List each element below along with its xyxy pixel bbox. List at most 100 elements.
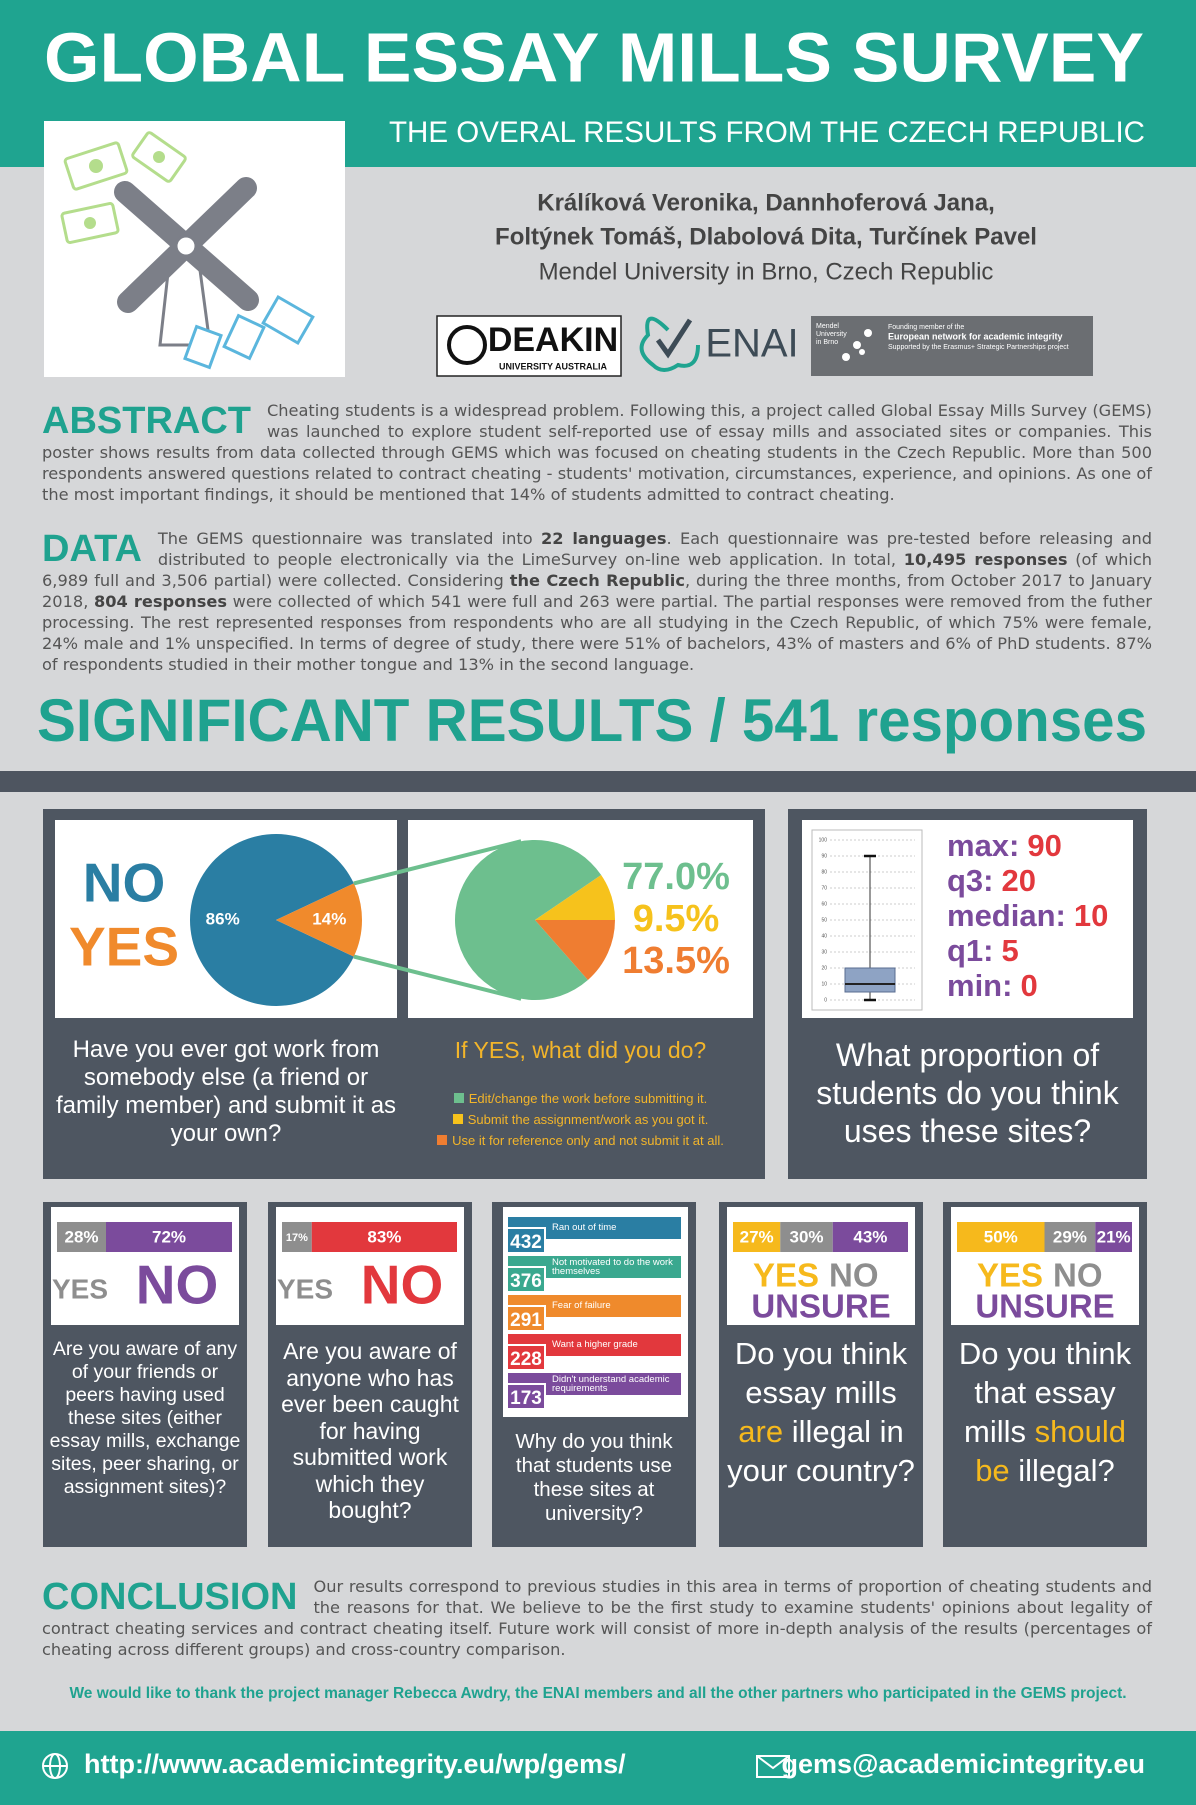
- box: [844, 967, 896, 993]
- body-text: Cheating students is a widespread proble…: [42, 401, 1152, 504]
- connector: [353, 839, 522, 886]
- enai-emblem: [639, 316, 700, 372]
- legend-swatch: [453, 1093, 464, 1103]
- stat-value: 0: [1020, 968, 1037, 1003]
- bar-segment: [57, 1222, 106, 1252]
- reason-count: 432: [506, 1227, 546, 1254]
- stat-value: 5: [1002, 933, 1019, 968]
- bold-text: the Czech Republic: [509, 571, 685, 590]
- answer: NO: [136, 1254, 219, 1316]
- bar-label: 27%: [740, 1227, 774, 1246]
- pie-slice: [189, 833, 354, 1006]
- pie-value: 13.5%: [622, 940, 730, 982]
- section-heading: ABSTRACT: [42, 400, 251, 442]
- question-text: Do you think that essay mills: [958, 1336, 1132, 1449]
- bar-label: 72%: [152, 1227, 186, 1246]
- body-text: Our results correspond to previous studi…: [42, 1577, 1152, 1659]
- footer-url: http://www.academicintegrity.eu/wp/gems/: [84, 1749, 626, 1779]
- answer: YES: [52, 1273, 108, 1304]
- results-heading: SIGNIFICANT RESULTS / 541 responses: [37, 687, 1147, 754]
- pie-slice: [276, 883, 362, 957]
- bar-label: 21%: [1097, 1227, 1131, 1246]
- divider-band: [0, 771, 1196, 792]
- pie-label: 14%: [312, 909, 346, 928]
- footer-email: gems@academicintegrity.eu: [782, 1749, 1145, 1779]
- y-tick-label: 90: [821, 853, 827, 859]
- reason-bar: Ran out of time: [508, 1217, 681, 1239]
- highlight: should be: [975, 1414, 1126, 1488]
- stat-label: min:: [947, 968, 1012, 1003]
- y-tick-label: 20: [821, 965, 827, 971]
- question: Have you ever got work from somebody els…: [55, 1036, 397, 1147]
- connector: [353, 954, 522, 1001]
- answer: UNSURE: [975, 1288, 1114, 1325]
- stat-value: 90: [1027, 828, 1061, 863]
- pie-legend: YES: [69, 916, 179, 978]
- question: Do you think that essay mills should be …: [948, 1334, 1142, 1490]
- reason-bar: Not motivated to do the work themselves: [508, 1256, 681, 1278]
- stat: median: 10: [947, 898, 1108, 933]
- legend-label: Edit/change the work before submitting i…: [468, 1091, 708, 1106]
- mendel-dots: [842, 329, 872, 361]
- globe-icon: [42, 1753, 68, 1779]
- bold-text: 22 languages: [540, 529, 667, 548]
- question: What proportion of students do you think…: [816, 1037, 1119, 1149]
- title: GLOBAL ESSAY MILLS SURVEY: [44, 18, 1144, 96]
- pie-label: 86%: [206, 909, 240, 928]
- bar-segment: [311, 1222, 457, 1252]
- q-title: If YES, what did you do?: [454, 1037, 707, 1063]
- question-text: illegal?: [1009, 1453, 1115, 1488]
- legend: Edit/change the work before submitting i…: [408, 1088, 753, 1151]
- reason-count: 376: [506, 1266, 546, 1293]
- bar-segment: [780, 1222, 833, 1252]
- answer: NO: [829, 1257, 879, 1294]
- legend-item: Submit the assignment/work as you got it…: [408, 1109, 753, 1130]
- reason-bar: Fear of failure: [508, 1295, 681, 1317]
- answer: UNSURE: [751, 1288, 890, 1325]
- answer: YES: [753, 1257, 819, 1294]
- y-tick-label: 100: [819, 837, 828, 843]
- legend-label: Submit the assignment/work as you got it…: [467, 1112, 709, 1127]
- bar-segment: [1095, 1222, 1132, 1252]
- mail-icon: [756, 1755, 790, 1778]
- affiliation: Mendel University in Brno, Czech Republi…: [539, 258, 994, 285]
- legend-label: Use it for reference only and not submit…: [452, 1133, 724, 1148]
- question-text: illegal in your country?: [727, 1414, 915, 1488]
- stat-label: q3:: [947, 863, 994, 898]
- conclusion: CONCLUSION Our results correspond to prev…: [42, 1576, 1152, 1660]
- bar-label: 83%: [367, 1227, 401, 1246]
- answer: YES: [277, 1273, 333, 1304]
- mendel-name: University: [816, 331, 847, 338]
- pie-legend: NO: [83, 852, 166, 914]
- bar-segment: [733, 1222, 781, 1252]
- reason-count: 228: [506, 1344, 546, 1371]
- bold-text: 10,495 responses: [903, 550, 1068, 569]
- stat-value: 20: [1002, 863, 1036, 898]
- pie-slice: [535, 875, 615, 920]
- bar-label: 50%: [984, 1227, 1018, 1246]
- bar-segment: [957, 1222, 1045, 1252]
- question: Do you think essay mills are illegal in …: [724, 1334, 918, 1490]
- mendel-line: European network for academic integrity: [888, 331, 1063, 341]
- bar-label: 28%: [64, 1227, 98, 1246]
- stat: q1: 5: [947, 933, 1019, 968]
- question: Why do you think that students use these…: [515, 1430, 673, 1525]
- bar-segment: [1044, 1222, 1096, 1252]
- pie-slice: [455, 840, 602, 1000]
- bar-label: 29%: [1053, 1227, 1087, 1246]
- stat-label: median:: [947, 898, 1066, 933]
- author-line: Králíková Veronika, Dannhoferová Jana,: [537, 189, 995, 216]
- bar-label: 43%: [853, 1227, 887, 1246]
- bar-label: 17%: [286, 1232, 308, 1244]
- stat: q3: 20: [947, 863, 1036, 898]
- mendel-line: Supported by the Erasmus+ Strategic Part…: [888, 344, 1069, 351]
- author-line: Foltýnek Tomáš, Dlabolová Dita, Turčínek…: [495, 223, 1037, 250]
- reason-bar: Didn't understand academic requirements: [508, 1373, 681, 1395]
- deakin-sub: UNIVERSITY AUSTRALIA: [499, 361, 608, 371]
- mendel-name: Mendel: [816, 323, 839, 330]
- body-text: . Each questionnaire was pre-tested befo…: [157, 529, 1152, 569]
- highlight: are: [738, 1414, 784, 1449]
- y-tick-label: 80: [821, 869, 827, 875]
